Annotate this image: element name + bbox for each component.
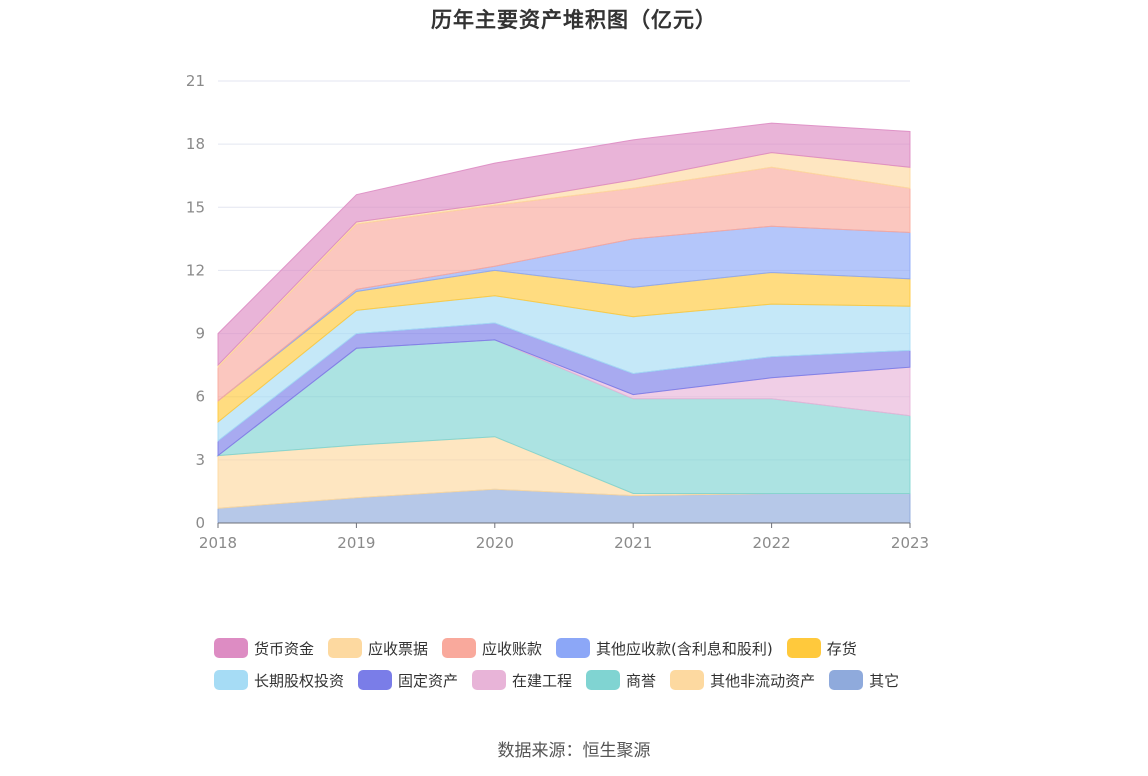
legend-swatch [214, 670, 248, 690]
legend-item[interactable]: 其它 [829, 670, 899, 690]
legend-item[interactable]: 应收票据 [328, 638, 428, 658]
x-tick-label: 2022 [753, 534, 791, 552]
legend-swatch [214, 638, 248, 658]
legend-swatch [556, 638, 591, 658]
legend-swatch [328, 638, 363, 658]
legend-swatch [442, 638, 477, 658]
legend-item[interactable]: 其他非流动资产 [670, 670, 815, 690]
y-tick-label: 15 [186, 198, 205, 216]
legend-label: 货币资金 [254, 639, 315, 658]
legend-swatch [358, 670, 393, 690]
legend-swatch [472, 670, 507, 690]
y-tick-label: 6 [195, 388, 205, 406]
x-tick-label: 2021 [614, 534, 652, 552]
axes-group: 0 3 6 9 12 15 18 21 2018 2019 2020 2021 2022 2023 [186, 72, 929, 552]
x-tick-label: 2018 [199, 534, 237, 552]
legend-item[interactable]: 货币资金 [214, 638, 314, 658]
legend-item[interactable]: 应收账款 [442, 638, 542, 658]
legend-item[interactable]: 在建工程 [472, 670, 572, 690]
y-tick-label: 18 [186, 135, 205, 153]
y-tick-label: 3 [195, 451, 205, 469]
chart-title: 历年主要资产堆积图（亿元） [431, 8, 717, 32]
data-source: 数据来源：恒生聚源 [497, 741, 651, 761]
legend: 货币资金 应收票据 应收账款 其他应收款(含利息和股利) 存货长期股权投资 固定资产 在建工… [214, 638, 954, 690]
legend-label: 在建工程 [512, 671, 573, 690]
legend-item[interactable]: 长期股权投资 [214, 670, 344, 690]
legend-item[interactable]: 其他应收款(含利息和股利) [556, 638, 773, 658]
legend-label: 商誉 [626, 671, 657, 690]
legend-swatch [670, 670, 705, 690]
y-tick-label: 21 [186, 72, 205, 90]
legend-swatch [829, 670, 864, 690]
legend-swatch [586, 670, 621, 690]
legend-label: 应收账款 [482, 639, 543, 658]
legend-label: 其他非流动资产 [710, 671, 816, 690]
y-tick-label: 12 [186, 261, 205, 279]
legend-label: 其它 [869, 671, 900, 690]
y-tick-label: 0 [195, 514, 205, 532]
legend-label: 固定资产 [398, 671, 459, 690]
x-tick-label: 2023 [891, 534, 929, 552]
x-tick-label: 2019 [337, 534, 375, 552]
legend-label: 长期股权投资 [254, 671, 345, 690]
legend-label: 存货 [826, 639, 857, 658]
y-tick-label: 9 [195, 325, 205, 343]
legend-label: 其他应收款(含利息和股利) [596, 639, 773, 658]
legend-swatch [786, 638, 821, 658]
legend-label: 应收票据 [368, 639, 429, 658]
legend-item[interactable]: 固定资产 [358, 670, 458, 690]
legend-item[interactable]: 商誉 [586, 670, 656, 690]
x-tick-label: 2020 [476, 534, 514, 552]
area-series-group[interactable] [216, 122, 911, 524]
area-series-10[interactable] [217, 122, 911, 367]
legend-item[interactable]: 存货 [786, 638, 857, 658]
